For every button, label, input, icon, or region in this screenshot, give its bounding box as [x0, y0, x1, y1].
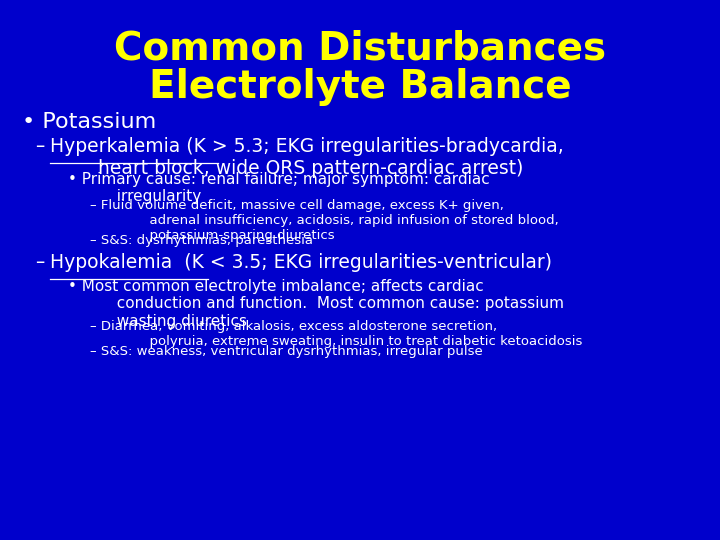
Text: • Most common electrolyte imbalance; affects cardiac
          conduction and fu: • Most common electrolyte imbalance; aff…: [68, 279, 564, 329]
Text: Common Disturbances: Common Disturbances: [114, 30, 606, 68]
Text: Hyperkalemia (K > 5.3; EKG irregularities-bradycardia,
        heart block, wide: Hyperkalemia (K > 5.3; EKG irregularitie…: [50, 137, 564, 178]
Text: • Potassium: • Potassium: [22, 112, 156, 132]
Text: – Fluid volume deficit, massive cell damage, excess K+ given,
              adre: – Fluid volume deficit, massive cell dam…: [90, 199, 559, 242]
Text: Electrolyte Balance: Electrolyte Balance: [149, 68, 571, 106]
Text: – S&S: weakness, ventricular dysrhythmias, irregular pulse: – S&S: weakness, ventricular dysrhythmia…: [90, 345, 482, 358]
Text: – S&S: dysrhythmias, paresthesia: – S&S: dysrhythmias, paresthesia: [90, 234, 313, 247]
Text: • Primary cause: renal failure; major symptom: cardiac
          irregularity: • Primary cause: renal failure; major sy…: [68, 172, 490, 205]
Text: –: –: [36, 253, 51, 272]
Text: –: –: [36, 137, 51, 156]
Text: – Diarrhea, vomiting, alkalosis, excess aldosterone secretion,
              pol: – Diarrhea, vomiting, alkalosis, excess …: [90, 320, 582, 348]
Text: Hypokalemia  (K < 3.5; EKG irregularities-ventricular): Hypokalemia (K < 3.5; EKG irregularities…: [50, 253, 552, 272]
